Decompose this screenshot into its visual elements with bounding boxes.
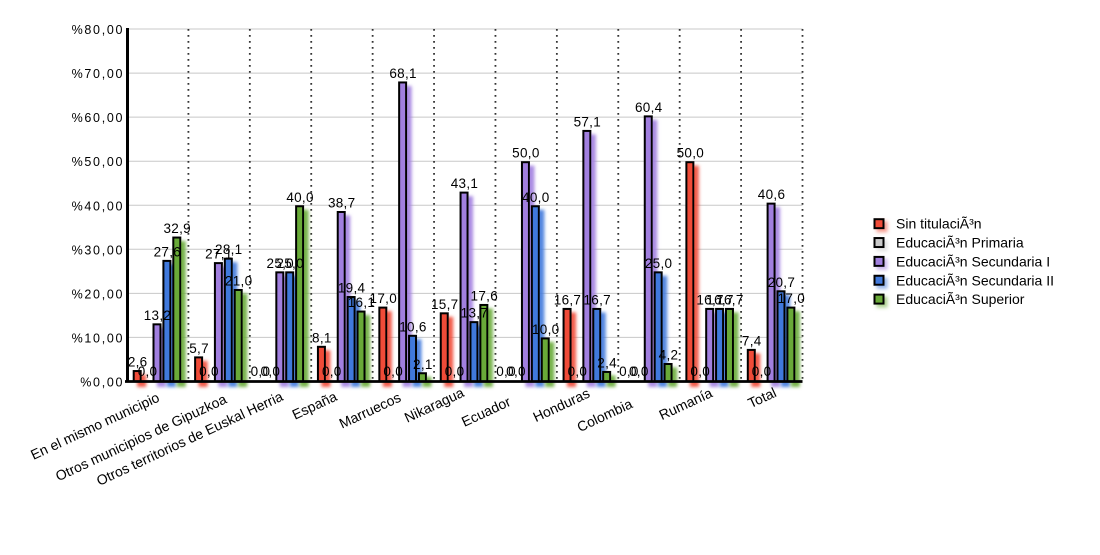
svg-text:10,0: 10,0 [532,322,559,337]
svg-text:17,0: 17,0 [778,291,805,306]
svg-text:0,0: 0,0 [629,364,649,379]
svg-text:0,0: 0,0 [690,364,710,379]
svg-text:EducaciÃ³n Secundaria I: EducaciÃ³n Secundaria I [896,253,1050,269]
svg-text:%40,00: %40,00 [72,199,125,213]
svg-text:%60,00: %60,00 [72,111,125,125]
svg-text:0,0: 0,0 [261,364,281,379]
svg-text:40,0: 40,0 [522,190,549,205]
svg-text:25,0: 25,0 [276,256,303,271]
svg-text:21,0: 21,0 [225,273,252,288]
svg-text:0,0: 0,0 [322,364,342,379]
svg-text:0,0: 0,0 [138,364,158,379]
svg-text:0,0: 0,0 [251,364,271,379]
svg-text:27,6: 27,6 [154,244,181,259]
svg-text:%30,00: %30,00 [72,243,125,257]
svg-text:25,0: 25,0 [645,256,672,271]
svg-text:16,7: 16,7 [716,292,743,307]
svg-text:32,9: 32,9 [164,221,191,236]
svg-text:EducaciÃ³n Secundaria II: EducaciÃ³n Secundaria II [896,272,1054,288]
svg-text:2,4: 2,4 [597,355,617,370]
svg-text:20,7: 20,7 [768,275,795,290]
svg-text:5,7: 5,7 [189,341,209,356]
svg-text:0,0: 0,0 [568,364,588,379]
svg-text:%0,00: %0,00 [80,376,124,390]
svg-text:16,7: 16,7 [554,292,581,307]
svg-text:27,1: 27,1 [205,247,232,262]
svg-text:16,7: 16,7 [696,292,723,307]
svg-text:7,4: 7,4 [742,333,762,348]
svg-text:13,2: 13,2 [144,308,171,323]
svg-text:%50,00: %50,00 [72,155,125,169]
svg-text:%70,00: %70,00 [72,67,125,81]
svg-text:EducaciÃ³n Primaria: EducaciÃ³n Primaria [896,235,1024,251]
svg-text:19,4: 19,4 [338,281,366,296]
svg-text:0,0: 0,0 [383,364,403,379]
svg-text:68,1: 68,1 [389,66,416,81]
svg-text:%20,00: %20,00 [72,287,125,301]
svg-text:2,1: 2,1 [413,357,433,372]
svg-text:0,0: 0,0 [619,364,639,379]
svg-text:0,0: 0,0 [496,364,516,379]
svg-text:0,0: 0,0 [752,364,772,379]
svg-text:50,0: 50,0 [677,146,704,161]
svg-text:57,1: 57,1 [574,114,601,129]
svg-text:50,0: 50,0 [512,146,539,161]
svg-text:2,6: 2,6 [128,355,148,370]
svg-text:17,6: 17,6 [471,288,498,303]
svg-text:EducaciÃ³n Superior: EducaciÃ³n Superior [896,291,1025,307]
svg-text:0,0: 0,0 [445,364,465,379]
svg-text:15,7: 15,7 [431,297,458,312]
svg-text:43,1: 43,1 [451,176,478,191]
svg-text:16,1: 16,1 [348,295,375,310]
svg-text:25,0: 25,0 [267,256,294,271]
svg-text:28,1: 28,1 [215,242,242,257]
svg-text:13,7: 13,7 [461,306,488,321]
svg-text:40,6: 40,6 [758,187,785,202]
svg-text:60,4: 60,4 [635,100,663,115]
svg-text:0,0: 0,0 [199,364,219,379]
svg-text:38,7: 38,7 [328,195,355,210]
svg-text:4,2: 4,2 [659,347,679,362]
svg-text:40,0: 40,0 [286,190,313,205]
svg-text:%80,00: %80,00 [72,23,125,37]
svg-text:8,1: 8,1 [312,330,332,345]
svg-text:16,7: 16,7 [583,292,610,307]
svg-text:17,0: 17,0 [370,291,397,306]
svg-text:16,7: 16,7 [706,292,733,307]
svg-text:0,0: 0,0 [506,364,526,379]
svg-text:Sin titulaciÃ³n: Sin titulaciÃ³n [896,216,982,232]
svg-text:10,6: 10,6 [399,319,426,334]
svg-text:%10,00: %10,00 [72,331,125,345]
